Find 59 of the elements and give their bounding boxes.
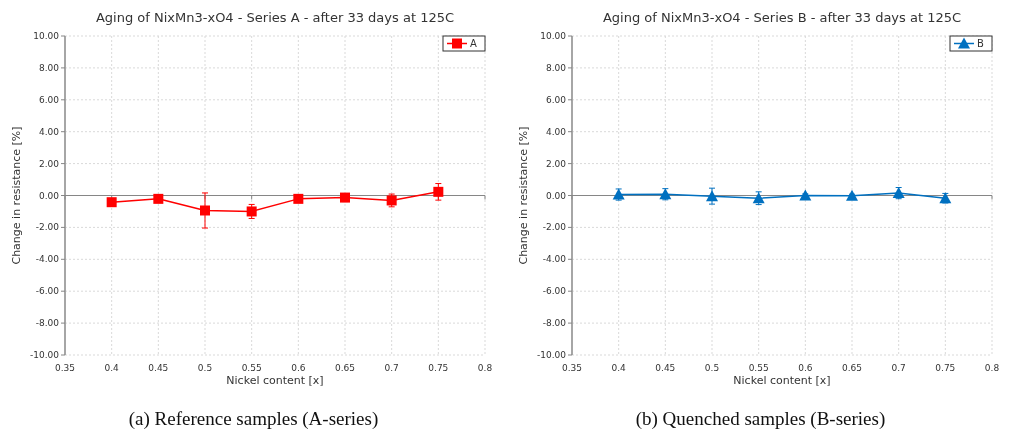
x-tick-label: 0.65	[841, 363, 863, 373]
text: (a) Reference samples (A-series)	[128, 408, 379, 430]
y-axis-title: Change in resistance [%]	[10, 126, 23, 265]
chart-title: Aging of NixMn3-xO4 - Series A - after 33 days at 125C	[95, 10, 455, 25]
x-tick-label: 0.5	[197, 363, 213, 373]
point	[246, 206, 257, 217]
y-tick-label: -4.00	[542, 254, 567, 265]
x-tick-label: 0.7	[891, 363, 906, 373]
y-tick-label: 10.00	[33, 31, 60, 41]
point	[433, 186, 444, 197]
legend-label: A	[470, 38, 477, 49]
x-tick-label: 0.5	[704, 363, 720, 373]
y-tick-label: 0.00	[38, 190, 60, 201]
legend-label: B	[977, 38, 984, 49]
x-axis-title: Nickel content [x]	[226, 374, 324, 387]
y-tick-label: 2.00	[38, 158, 60, 169]
point	[153, 193, 164, 204]
y-tick-label: 2.00	[545, 158, 567, 169]
y-tick-label: 4.00	[38, 126, 60, 137]
text: (b) Quenched samples (B-series)	[635, 408, 886, 430]
y-tick-label: -8.00	[35, 318, 60, 329]
x-tick-label: 0.75	[428, 363, 449, 373]
y-tick-label: 8.00	[38, 62, 60, 73]
x-tick-label: 0.35	[54, 363, 76, 373]
x-tick-label: 0.6	[798, 363, 813, 373]
x-tick-label: 0.45	[148, 363, 169, 373]
x-tick-label: 0.55	[748, 363, 769, 373]
y-tick-label: 8.00	[545, 62, 567, 73]
y-tick-label: -2.00	[35, 222, 60, 233]
point	[200, 205, 210, 216]
x-tick-label: 0.6	[291, 363, 306, 373]
x-tick-label: 0.45	[655, 363, 676, 373]
x-tick-label: 0.8	[984, 363, 1000, 373]
x-tick-label: 0.65	[334, 363, 356, 373]
y-tick-label: -4.00	[35, 254, 60, 265]
y-tick-label: -6.00	[542, 286, 567, 297]
y-tick-label: -6.00	[35, 286, 60, 297]
y-tick-label: 6.00	[38, 94, 60, 105]
x-tick-label: 0.8	[477, 363, 493, 373]
x-tick-label: 0.7	[384, 363, 399, 373]
y-tick-label: 4.00	[545, 126, 567, 137]
x-tick-label: 0.55	[241, 363, 262, 373]
y-tick-label: -8.00	[542, 318, 567, 329]
point	[106, 197, 117, 208]
y-axis-title: Change in resistance [%]	[517, 126, 530, 265]
x-tick-label: 0.4	[104, 363, 120, 373]
y-tick-label: 10.00	[540, 31, 567, 41]
y-tick-label: 0.00	[545, 190, 567, 201]
x-tick-label: 0.4	[611, 363, 627, 373]
y-tick-label: -10.00	[29, 350, 60, 360]
x-axis-title: Nickel content [x]	[733, 374, 831, 387]
y-tick-label: -2.00	[542, 222, 567, 233]
point	[293, 193, 304, 204]
x-tick-label: 0.75	[935, 363, 956, 373]
point	[340, 192, 350, 203]
x-tick-label: 0.35	[561, 363, 583, 373]
y-tick-label: 6.00	[545, 94, 567, 105]
y-tick-label: -10.00	[536, 350, 567, 360]
chart-title: Aging of NixMn3-xO4 - Series B - after 33 days at 125C	[602, 10, 962, 25]
